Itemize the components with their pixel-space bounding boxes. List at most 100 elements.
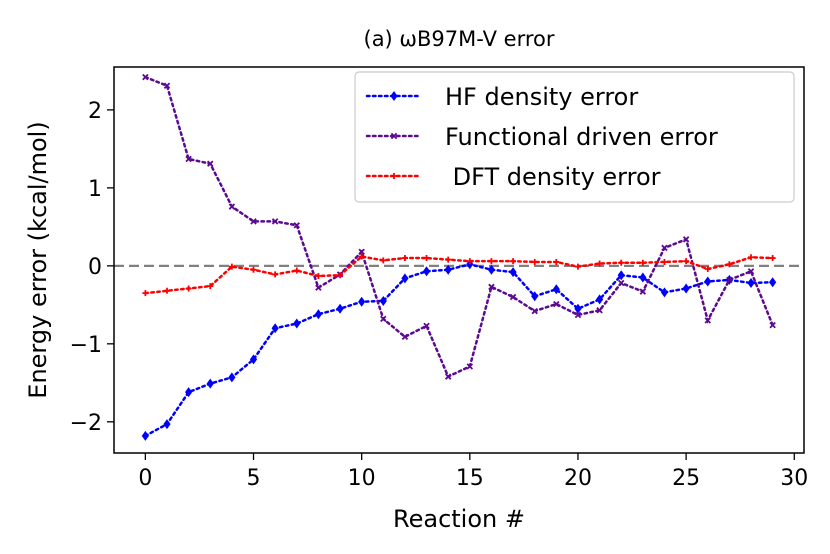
data-point — [423, 322, 430, 330]
data-point — [380, 257, 387, 264]
y-tick-label: 0 — [88, 255, 102, 280]
legend-item: Functional driven error — [365, 123, 718, 151]
data-point — [726, 261, 733, 268]
legend-marker — [390, 91, 398, 101]
data-point — [595, 294, 604, 305]
data-point — [618, 259, 625, 266]
y-tick-label: −1 — [70, 333, 102, 358]
data-point — [531, 291, 539, 302]
data-point — [531, 258, 538, 265]
y-tick-label: 1 — [88, 177, 102, 202]
data-point — [574, 263, 581, 270]
data-point — [769, 277, 777, 288]
data-point — [704, 265, 711, 272]
legend-marker — [391, 173, 397, 179]
data-point — [466, 258, 473, 265]
data-point — [293, 222, 301, 229]
data-point — [639, 259, 646, 266]
data-point — [401, 333, 409, 341]
plot-area — [114, 73, 804, 441]
data-point — [769, 255, 776, 262]
data-point — [207, 160, 214, 167]
series-line — [144, 262, 774, 438]
series-2 — [142, 253, 776, 297]
data-point — [574, 303, 582, 314]
legend-label: DFT density error — [445, 163, 661, 191]
y-tick-label: 2 — [88, 99, 102, 124]
data-point — [488, 258, 495, 265]
y-tick-label: −2 — [70, 411, 102, 436]
legend-box — [354, 71, 795, 203]
data-point — [358, 248, 365, 256]
data-point — [315, 272, 322, 279]
x-tick-label: 0 — [138, 466, 152, 491]
series-line — [144, 75, 774, 379]
data-point — [769, 321, 776, 329]
data-point — [337, 272, 344, 279]
data-point — [748, 254, 755, 261]
data-point — [423, 255, 430, 262]
data-point — [401, 273, 409, 284]
x-tick-label: 20 — [564, 466, 592, 491]
legend-marker — [390, 132, 398, 140]
data-point — [185, 387, 193, 398]
data-point — [509, 293, 517, 301]
data-point — [596, 260, 603, 267]
x-tick-label: 10 — [348, 466, 376, 491]
data-point — [422, 266, 431, 277]
data-point — [142, 290, 149, 297]
data-point — [444, 373, 452, 380]
data-point — [682, 283, 690, 294]
data-point — [617, 270, 625, 281]
data-point — [661, 258, 668, 265]
data-point — [293, 267, 300, 274]
data-point — [185, 155, 192, 163]
data-point — [380, 315, 387, 323]
data-point — [747, 278, 755, 289]
data-point — [228, 203, 236, 210]
data-point — [228, 372, 236, 383]
data-point — [444, 264, 452, 275]
series-line — [144, 255, 774, 295]
series-0 — [141, 259, 777, 441]
data-point — [704, 276, 712, 287]
data-point — [553, 300, 560, 308]
legend-item: DFT density error — [365, 163, 661, 191]
data-point — [401, 255, 408, 262]
data-point — [228, 263, 235, 270]
legend-label: Functional driven error — [445, 123, 718, 151]
data-point — [163, 82, 171, 89]
data-point — [249, 354, 258, 365]
data-point — [661, 244, 668, 252]
data-point — [314, 309, 323, 320]
data-point — [596, 307, 603, 314]
x-tick-label: 5 — [247, 466, 261, 491]
data-point — [660, 287, 669, 298]
data-point — [553, 258, 560, 265]
x-axis-label: Reaction # — [393, 505, 525, 533]
data-point — [293, 318, 301, 329]
data-point — [141, 430, 149, 441]
data-point — [163, 287, 170, 294]
data-point — [531, 307, 538, 315]
data-point — [250, 266, 257, 273]
x-axis: 0 5 10 15 20 25 30 — [138, 453, 808, 491]
data-point — [510, 258, 517, 265]
data-point — [445, 256, 452, 263]
data-point — [726, 276, 733, 284]
y-axis-label: Energy error (kcal/mol) — [24, 121, 52, 398]
data-point — [358, 296, 366, 307]
data-point — [207, 283, 214, 290]
data-point — [272, 271, 279, 278]
data-point — [379, 295, 387, 306]
data-point — [704, 317, 711, 324]
data-point — [747, 268, 755, 275]
data-point — [250, 218, 257, 225]
data-point — [617, 279, 625, 287]
data-point — [358, 253, 365, 260]
data-point — [487, 264, 496, 275]
data-point — [488, 283, 495, 291]
x-tick-label: 30 — [780, 466, 808, 491]
